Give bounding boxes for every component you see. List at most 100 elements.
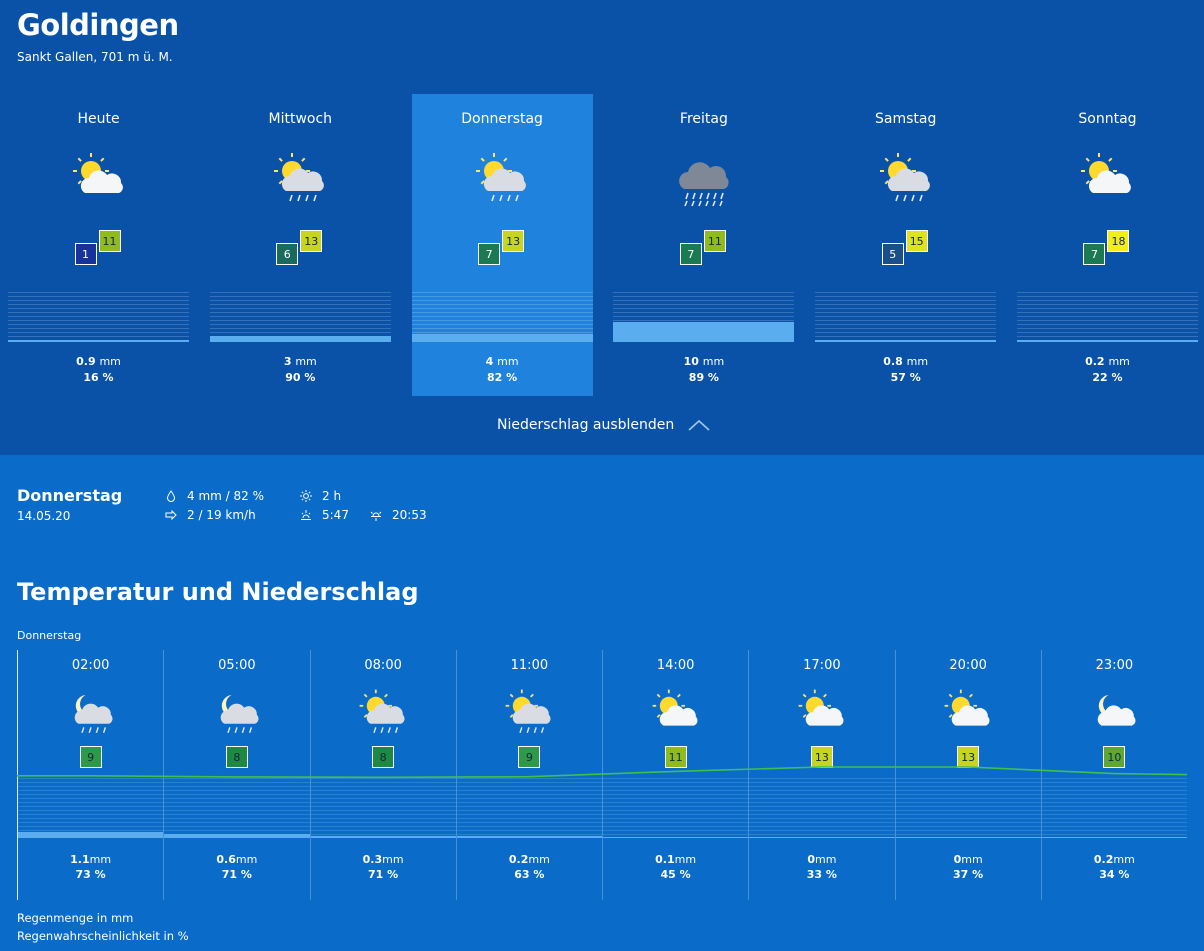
- hour-precip-amount: 0.2: [1093, 853, 1114, 866]
- detail-day-name: Donnerstag: [17, 486, 123, 505]
- hour-precip-unit: mm: [814, 853, 837, 866]
- day-card-5[interactable]: Sonntag 18 7 0.2 mm 22 %: [1016, 94, 1198, 396]
- min-temp-badge: 6: [276, 243, 299, 265]
- hour-precip-unit: mm: [235, 853, 258, 866]
- hour-time: 17:00: [803, 658, 841, 673]
- hour-precip-bar: [895, 778, 1041, 838]
- precip-probability: 90 %: [285, 371, 316, 384]
- temperature-line: [17, 766, 1187, 779]
- sun-cloud-icon: [69, 149, 129, 209]
- day-card-2[interactable]: Donnerstag 13 7 4 mm 82 %: [411, 94, 593, 396]
- location-subtitle: Sankt Gallen, 701 m ü. M.: [17, 50, 173, 64]
- hour-precip-probability: 33 %: [806, 868, 837, 881]
- precip-bar-fill: [411, 334, 593, 342]
- hour-column-5[interactable]: 17:00 13 0mm 33 %: [748, 650, 895, 900]
- hour-precip-probability: 63 %: [514, 868, 545, 881]
- hour-precip-bar: [603, 778, 749, 838]
- hour-precip: 0mm 37 %: [896, 852, 1041, 882]
- toggle-precipitation-button[interactable]: Niederschlag ausblenden: [497, 417, 710, 433]
- day-name: Donnerstag: [461, 111, 543, 127]
- max-temp-badge: 11: [703, 230, 726, 252]
- hour-precip-bar-fill: [749, 837, 895, 838]
- precip-unit: mm: [702, 355, 725, 368]
- temperature-curve: [17, 766, 1187, 779]
- hour-precip-bar-fill: [603, 836, 749, 838]
- day-card-3[interactable]: Freitag 11 7 10 mm 89 %: [613, 94, 795, 396]
- hour-precip-probability: 34 %: [1099, 868, 1130, 881]
- hour-time: 14:00: [656, 658, 695, 673]
- precip-amount: 4: [485, 355, 494, 368]
- day-card-0[interactable]: Heute 11 1 0.9 mm 16 %: [8, 94, 189, 396]
- hour-precip-bar-fill: [164, 834, 310, 838]
- hour-precip-bar-fill: [456, 836, 602, 838]
- legend-precip-probability: Regenwahrscheinlichkeit in %: [17, 929, 189, 943]
- hour-temp-badge: 8: [225, 746, 248, 768]
- hour-precip-bar: [18, 778, 164, 838]
- hour-precip-bar-fill: [18, 832, 164, 838]
- precip-amount: 10: [683, 355, 699, 368]
- detail-sunrise: 5:47: [300, 508, 349, 522]
- hour-precip-amount: 1.1: [70, 853, 90, 866]
- day-name: Heute: [77, 111, 120, 127]
- wind-arrow-icon: [165, 509, 177, 521]
- precip-unit: mm: [99, 355, 121, 368]
- hour-column-3[interactable]: 11:00 9 0.2mm 63 %: [455, 650, 602, 900]
- hour-precip-bar: [1041, 778, 1187, 838]
- hour-column-2[interactable]: 08:00 8 0.3mm 71 %: [309, 650, 456, 900]
- precip-unit: mm: [1108, 355, 1130, 368]
- drop-icon: [165, 490, 177, 502]
- detail-sunset-value: 20:53: [392, 508, 427, 522]
- hour-precip-amount: 0.1: [655, 853, 675, 866]
- detail-wind-value: 2 / 19 km/h: [187, 508, 256, 522]
- section-title: Temperatur und Niederschlag: [17, 578, 419, 606]
- hour-time: 02:00: [71, 658, 110, 673]
- hour-precip: 0.2mm 34 %: [1042, 852, 1187, 882]
- min-temp-badge: 7: [478, 243, 501, 265]
- hour-time: 05:00: [218, 658, 256, 673]
- detail-sunshine-value: 2 h: [322, 489, 342, 503]
- hour-precip: 0mm 33 %: [749, 852, 894, 882]
- precip-bar: [1016, 292, 1198, 342]
- precip-bar-fill: [209, 336, 391, 342]
- hour-precip-unit: mm: [89, 853, 112, 866]
- hour-precip-bar: [164, 778, 310, 838]
- precip-bar-fill: [815, 339, 997, 342]
- precip-unit: mm: [295, 355, 317, 368]
- sun-cloud-rain-icon: [876, 149, 936, 209]
- day-precip: 4 mm 82 %: [412, 354, 593, 386]
- precip-probability: 89 %: [688, 371, 719, 384]
- hour-column-0[interactable]: 02:00 9 1.1mm 73 %: [17, 650, 164, 900]
- detail-wind: 2 / 19 km/h: [165, 508, 256, 522]
- precip-amount: 0.8: [883, 355, 903, 368]
- hour-time: 23:00: [1095, 658, 1134, 673]
- hour-precip-amount: 0: [953, 853, 962, 866]
- precip-bar: [613, 292, 795, 342]
- detail-date: 14.05.20: [17, 509, 71, 523]
- hour-temp-badge: 8: [372, 746, 395, 768]
- hour-precip: 0.3mm 71 %: [311, 852, 456, 882]
- hour-column-7[interactable]: 23:00 10 0.2mm 34 %: [1040, 650, 1187, 900]
- hour-column-1[interactable]: 05:00 8 0.6mm 71 %: [163, 650, 310, 900]
- hour-precip-bar-fill: [895, 837, 1041, 838]
- day-temperatures: 11 7: [679, 230, 730, 268]
- hour-column-4[interactable]: 14:00 11 0.1mm 45 %: [602, 650, 749, 900]
- hour-precip: 0.2mm 63 %: [457, 852, 602, 882]
- hour-temp-badge: 9: [518, 746, 541, 768]
- sun-cloud-rain-icon: [270, 149, 330, 209]
- day-temperatures: 13 6: [276, 230, 326, 268]
- forecast-panel: Goldingen Sankt Gallen, 701 m ü. M. Heut…: [0, 0, 1204, 455]
- day-card-1[interactable]: Mittwoch 13 6 3 mm 90 %: [209, 94, 391, 396]
- location-title: Goldingen: [17, 8, 179, 42]
- day-name: Sonntag: [1078, 111, 1137, 127]
- sun-cloud-rain-icon: [502, 686, 556, 740]
- day-name: Samstag: [875, 111, 937, 127]
- hour-temp-badge: 10: [1103, 746, 1126, 768]
- precip-probability: 16 %: [83, 371, 114, 384]
- hour-time: 20:00: [949, 658, 987, 673]
- precip-unit: mm: [906, 355, 929, 368]
- day-precip: 0.2 mm 22 %: [1017, 354, 1198, 386]
- day-card-4[interactable]: Samstag 15 5 0.8 mm 57 %: [815, 94, 997, 396]
- hour-column-6[interactable]: 20:00 13 0mm 37 %: [894, 650, 1041, 900]
- hour-precip: 1.1mm 73 %: [18, 852, 163, 882]
- day-name: Freitag: [679, 111, 728, 127]
